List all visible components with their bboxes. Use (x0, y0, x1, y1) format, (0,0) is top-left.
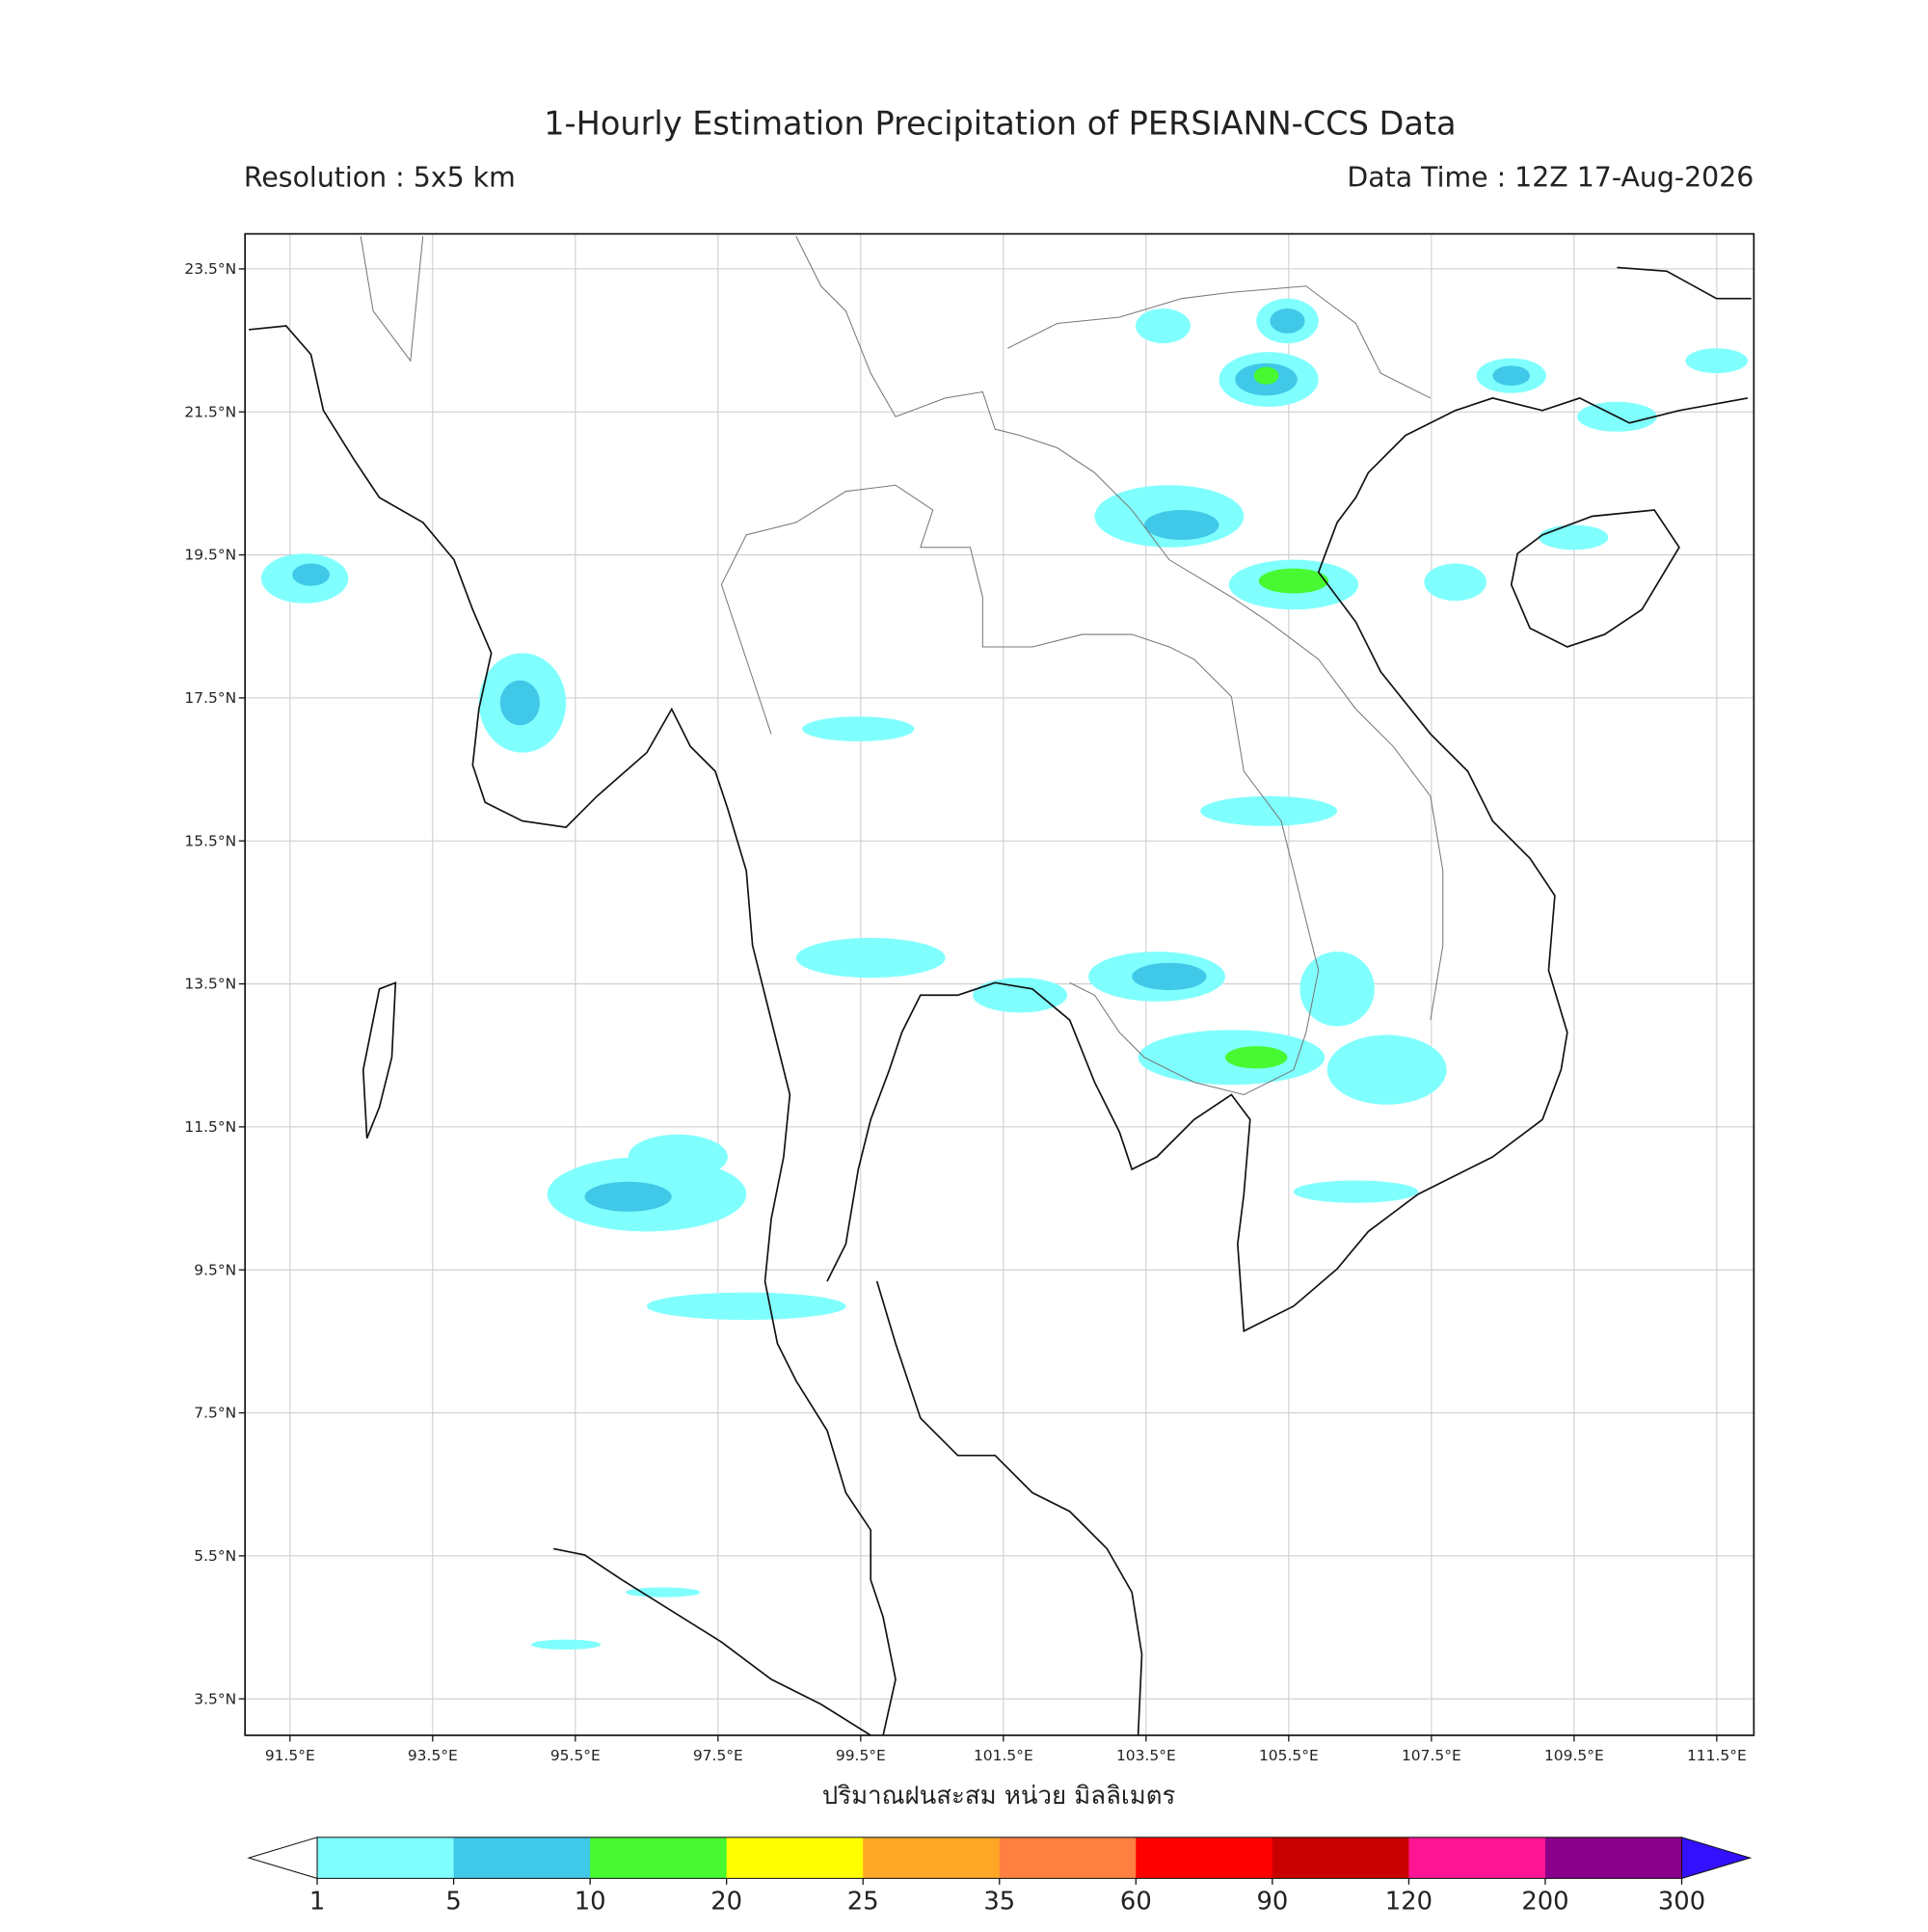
map: 91.5°E 93.5°E 95.5°E 97.5°E 99.5°E 101.5°E 103… (184, 232, 1755, 1764)
colorbar-segment (1408, 1837, 1546, 1879)
colorbar-segment (1272, 1837, 1410, 1879)
colorbar-label: 20 (710, 1888, 742, 1917)
lon-tick-label: 105.5°E (1259, 1747, 1319, 1764)
colorbar-label: 1 (309, 1888, 325, 1917)
colorbar-label: 120 (1385, 1888, 1433, 1917)
colorbar-segment (999, 1837, 1137, 1879)
colorbar-segment (590, 1837, 728, 1879)
colorbar-label: 60 (1120, 1888, 1152, 1917)
colorbar-label: 90 (1256, 1888, 1288, 1917)
resolution: Resolution : 5x5 km (244, 162, 516, 194)
lon-tick-label: 109.5°E (1544, 1747, 1604, 1764)
colorbar-label: 200 (1521, 1888, 1568, 1917)
map-frame (244, 232, 1755, 1736)
lat-tick-label: 7.5°N (194, 1405, 236, 1422)
rain-patches (260, 298, 1748, 1650)
colorbar-segment (1136, 1837, 1273, 1879)
borders (360, 235, 1444, 1096)
colorbar: 1 5 10 20 25 35 60 90 120 200 300 (247, 1837, 1753, 1917)
lat-tick-label: 13.5°N (184, 976, 236, 993)
grid (245, 233, 1754, 1735)
lat-tick-label: 17.5°N (184, 689, 236, 707)
colorbar-segment (863, 1837, 1001, 1879)
lat-tick-label: 19.5°N (184, 547, 236, 564)
lon-tick-label: 95.5°E (550, 1747, 601, 1764)
lat-tick-label: 11.5°N (184, 1118, 236, 1136)
x-label: ปริมาณฝนสะสม หน่วย มิลลิเมตร (822, 1782, 1176, 1811)
lon-tick-label: 97.5°E (693, 1747, 743, 1764)
colorbar-segment (317, 1837, 455, 1879)
colorbar-label: 10 (575, 1888, 606, 1917)
lon-tick-label: 91.5°E (265, 1747, 315, 1764)
lat-tick-label: 23.5°N (184, 260, 236, 278)
colorbar-label: 5 (445, 1888, 461, 1917)
data-time: Data Time : 12Z 17-Aug-2026 (1347, 162, 1754, 194)
colorbar-label: 25 (847, 1888, 879, 1917)
title: 1-Hourly Estimation Precipitation of PER… (544, 104, 1456, 142)
colorbar-label: 35 (983, 1888, 1015, 1917)
colorbar-segment (1544, 1837, 1683, 1879)
lon-tick-label: 103.5°E (1116, 1747, 1176, 1764)
colorbar-segment (726, 1837, 864, 1879)
lon-tick-label: 99.5°E (836, 1747, 886, 1764)
colorbar-segment (453, 1837, 591, 1879)
lon-tick-label: 93.5°E (408, 1747, 458, 1764)
lon-tick-label: 111.5°E (1687, 1747, 1747, 1764)
lon-tick-label: 107.5°E (1402, 1747, 1461, 1764)
lat-tick-label: 5.5°N (194, 1547, 236, 1565)
lon-tick-label: 101.5°E (974, 1747, 1033, 1764)
coastlines (248, 266, 1752, 1736)
colorbar-label: 300 (1658, 1888, 1705, 1917)
lat-tick-label: 3.5°N (194, 1690, 236, 1707)
lat-tick-label: 15.5°N (184, 832, 236, 849)
lat-tick-label: 21.5°N (184, 403, 236, 420)
lat-tick-label: 9.5°N (194, 1261, 236, 1278)
